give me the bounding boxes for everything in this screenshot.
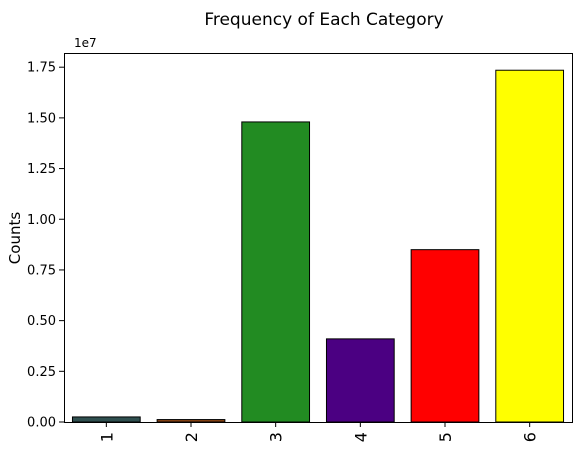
bars bbox=[72, 70, 563, 422]
y-tick-label: 0.50 bbox=[27, 314, 56, 329]
x-tick-label-6: 6 bbox=[521, 432, 540, 442]
bar-category-6 bbox=[496, 70, 564, 422]
y-tick-label: 1.50 bbox=[27, 111, 56, 126]
y-tick-label: 0.75 bbox=[27, 263, 56, 278]
y-tick-label: 1.25 bbox=[27, 162, 56, 177]
x-tick-label-4: 4 bbox=[351, 432, 370, 442]
x-tick-label-2: 2 bbox=[182, 432, 201, 442]
y-tick-label: 0.00 bbox=[27, 416, 56, 431]
y-tick-label: 1.75 bbox=[27, 61, 56, 76]
y-axis-offset-label: 1e7 bbox=[74, 36, 97, 50]
bar-category-5 bbox=[411, 250, 479, 422]
x-axis-ticks: 1 2 3 4 5 6 bbox=[97, 422, 539, 442]
bar-category-3 bbox=[242, 122, 310, 422]
bar-category-4 bbox=[326, 339, 394, 422]
y-axis-label: Counts bbox=[6, 212, 24, 265]
y-tick-label: 0.25 bbox=[27, 365, 56, 380]
y-tick-label: 1.00 bbox=[27, 213, 56, 228]
bar-category-2 bbox=[157, 420, 225, 422]
bar-category-1 bbox=[72, 417, 140, 422]
x-tick-label-1: 1 bbox=[97, 432, 116, 442]
y-axis-ticks: 0.00 0.25 0.50 0.75 1.00 1.25 1.50 1.75 bbox=[27, 61, 64, 431]
chart-title: Frequency of Each Category bbox=[204, 10, 443, 30]
x-tick-label-3: 3 bbox=[267, 432, 286, 442]
x-tick-label-5: 5 bbox=[436, 432, 455, 442]
